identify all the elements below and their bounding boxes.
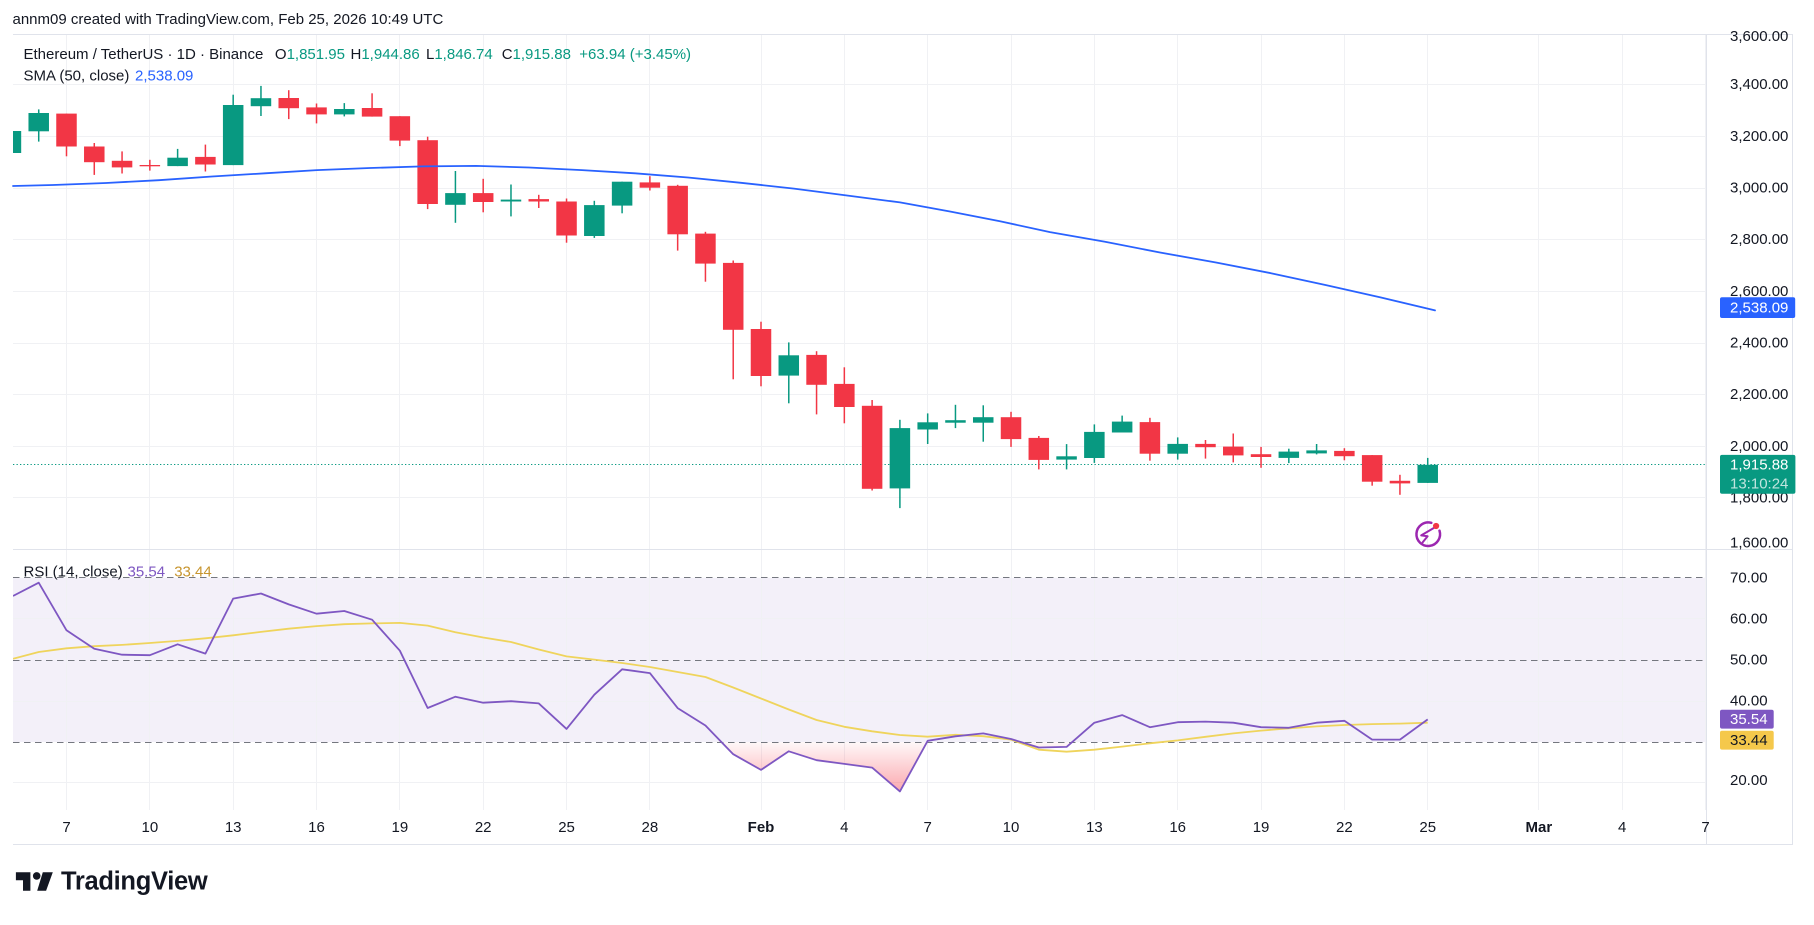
svg-text:10: 10 bbox=[1003, 819, 1020, 836]
svg-text:40.00: 40.00 bbox=[1730, 693, 1768, 710]
svg-text:SMA (50, close)2,538.09: SMA (50, close) 2,538.09 bbox=[24, 67, 194, 84]
svg-text:25: 25 bbox=[1419, 819, 1436, 836]
svg-text:16: 16 bbox=[1169, 819, 1186, 836]
svg-text:1,915.88: 1,915.88 bbox=[1730, 457, 1788, 474]
svg-text:33.44: 33.44 bbox=[1730, 732, 1768, 749]
svg-text:2,200.00: 2,200.00 bbox=[1730, 386, 1788, 403]
svg-text:3,600.00: 3,600.00 bbox=[1730, 28, 1788, 45]
svg-text:2,600.00: 2,600.00 bbox=[1730, 283, 1788, 300]
svg-text:60.00: 60.00 bbox=[1730, 610, 1768, 627]
svg-text:28: 28 bbox=[642, 819, 659, 836]
svg-text:TradingView: TradingView bbox=[61, 868, 208, 896]
svg-text:20.00: 20.00 bbox=[1730, 772, 1768, 789]
svg-text:3,200.00: 3,200.00 bbox=[1730, 128, 1788, 145]
svg-text:22: 22 bbox=[1336, 819, 1353, 836]
svg-text:50.00: 50.00 bbox=[1730, 652, 1768, 669]
svg-text:2,000.00: 2,000.00 bbox=[1730, 438, 1788, 455]
svg-text:13:10:24: 13:10:24 bbox=[1730, 475, 1788, 492]
svg-text:16: 16 bbox=[308, 819, 325, 836]
svg-text:7: 7 bbox=[924, 819, 932, 836]
svg-text:2,800.00: 2,800.00 bbox=[1730, 231, 1788, 248]
svg-text:4: 4 bbox=[840, 819, 848, 836]
svg-text:25: 25 bbox=[558, 819, 575, 836]
svg-text:22: 22 bbox=[475, 819, 492, 836]
svg-text:4: 4 bbox=[1618, 819, 1626, 836]
svg-text:annm09 created with TradingVie: annm09 created with TradingView.com, Feb… bbox=[13, 11, 444, 28]
svg-text:3,000.00: 3,000.00 bbox=[1730, 180, 1788, 197]
svg-text:19: 19 bbox=[1253, 819, 1270, 836]
svg-text:2,400.00: 2,400.00 bbox=[1730, 335, 1788, 352]
svg-text:35.54: 35.54 bbox=[1730, 711, 1768, 728]
svg-text:2,538.09: 2,538.09 bbox=[1730, 299, 1788, 316]
svg-text:19: 19 bbox=[392, 819, 409, 836]
svg-text:13: 13 bbox=[225, 819, 242, 836]
svg-text:70.00: 70.00 bbox=[1730, 569, 1768, 586]
svg-text:10: 10 bbox=[141, 819, 158, 836]
svg-text:3,400.00: 3,400.00 bbox=[1730, 76, 1788, 93]
svg-text:7: 7 bbox=[62, 819, 70, 836]
svg-text:13: 13 bbox=[1086, 819, 1103, 836]
svg-text:Mar: Mar bbox=[1525, 819, 1552, 836]
svg-text:Feb: Feb bbox=[748, 819, 775, 836]
svg-text:7: 7 bbox=[1701, 819, 1709, 836]
svg-text:Ethereum / TetherUS · 1D · Bin: Ethereum / TetherUS · 1D · Binance O1,851… bbox=[24, 46, 692, 63]
svg-text:1,600.00: 1,600.00 bbox=[1730, 535, 1788, 552]
